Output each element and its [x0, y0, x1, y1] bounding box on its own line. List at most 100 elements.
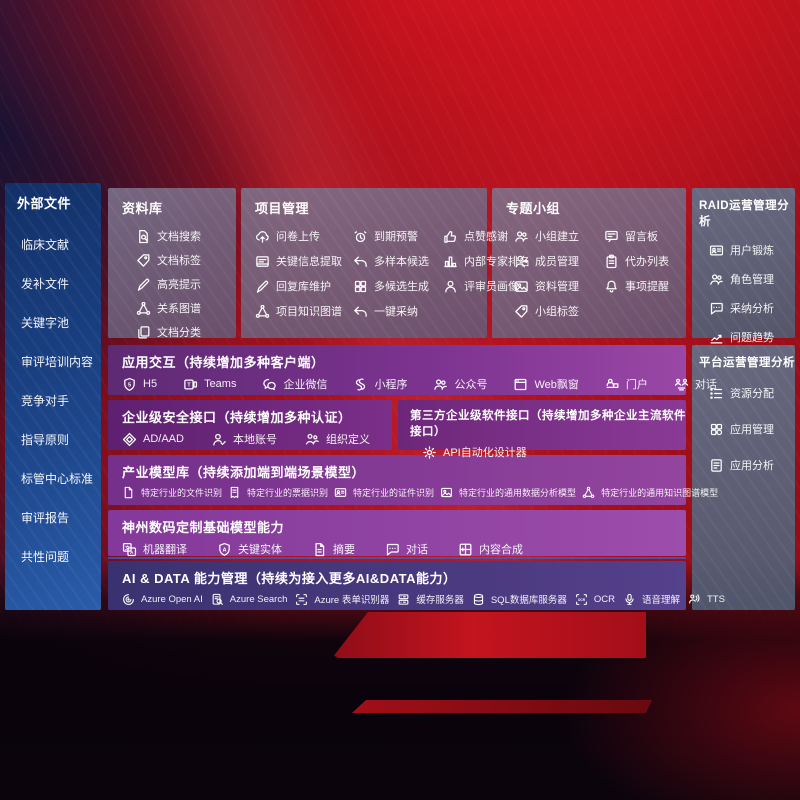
- thumbs-up-icon: [444, 230, 457, 243]
- capability-item[interactable]: 关键信息提取: [255, 253, 351, 269]
- sidebar-item[interactable]: 审评报告: [21, 511, 70, 525]
- capability-item[interactable]: 代办列表: [604, 253, 686, 269]
- capability-item[interactable]: 门户: [605, 376, 648, 392]
- capability-item[interactable]: 组织定义: [305, 431, 370, 447]
- capability-item[interactable]: 特定行业的文件识别: [122, 486, 222, 499]
- capability-item[interactable]: 对话: [385, 541, 428, 557]
- capability-item[interactable]: 到期预警: [353, 228, 441, 244]
- item-label: 机器翻译: [143, 544, 187, 556]
- capability-item[interactable]: API自动化设计器: [422, 444, 527, 460]
- capability-item[interactable]: 评审员画像: [443, 278, 530, 294]
- capability-item[interactable]: TTS: [688, 593, 725, 606]
- external-files-sidebar: 外部文件 临床文献 发补文件 关键字池 审评培训内容 竞争对手 指导原则 标管中心标准 审评报…: [5, 183, 101, 610]
- capability-item[interactable]: 多候选生成: [353, 278, 441, 294]
- capability-item[interactable]: OCR OCR: [575, 593, 615, 606]
- capability-item[interactable]: 对话: [674, 376, 717, 392]
- capability-item[interactable]: 5 H5: [122, 377, 157, 392]
- item-label: API自动化设计器: [443, 447, 527, 459]
- capability-item[interactable]: 小组标签: [514, 303, 602, 319]
- capability-item[interactable]: 小程序: [353, 376, 407, 392]
- item-label: 企业微信: [283, 379, 328, 391]
- capability-item[interactable]: A 关键实体: [217, 541, 282, 557]
- row-title: AI & DATA 能力管理（持续为接入更多AI&DATA能力）: [122, 571, 457, 586]
- capability-item[interactable]: 本地账号: [212, 431, 277, 447]
- capability-item[interactable]: SQL数据库服务器: [472, 592, 567, 606]
- capability-item[interactable]: 文 A 机器翻译: [122, 541, 187, 557]
- docs-icon: [138, 325, 150, 338]
- capability-item[interactable]: Azure Open AI: [122, 593, 203, 606]
- capability-item[interactable]: 采纳分析: [709, 300, 795, 316]
- sidebar-item[interactable]: 竞争对手: [21, 394, 70, 408]
- item-label: 一键采纳: [374, 306, 418, 318]
- sidebar-item-list: 临床文献发补文件关键字池审评培训内容 竞争对手指导原则标管中心标准 审评报告共性问题: [17, 236, 101, 565]
- person-add-icon: [515, 255, 529, 267]
- network-icon: [136, 301, 151, 315]
- capability-item[interactable]: 小组建立: [514, 228, 602, 244]
- capability-item[interactable]: 文档分类: [136, 324, 236, 340]
- capability-item[interactable]: 企业微信: [262, 376, 327, 392]
- capability-item[interactable]: 一键采纳: [353, 303, 441, 319]
- item-label: Web飘窗: [534, 379, 579, 391]
- capability-item[interactable]: 成员管理: [514, 253, 602, 269]
- form-scan-icon: [296, 593, 308, 605]
- capability-item[interactable]: 留言板: [604, 228, 686, 244]
- summary-doc-icon: [315, 542, 325, 556]
- bell-icon: [606, 280, 617, 292]
- capability-item[interactable]: 高亮提示: [136, 276, 236, 292]
- network-icon: [582, 486, 595, 499]
- capability-item[interactable]: 项目知识图谱: [255, 303, 351, 319]
- capability-item[interactable]: Web飘窗: [513, 376, 579, 392]
- capability-item[interactable]: 用户锻炼: [709, 242, 795, 258]
- capability-item[interactable]: 内容合成: [458, 541, 523, 557]
- sidebar-item[interactable]: 关键字池: [21, 316, 70, 330]
- sidebar-item[interactable]: 共性问题: [21, 550, 70, 564]
- item-label: 对话: [406, 544, 428, 556]
- id-card-icon: [334, 488, 347, 497]
- capability-item[interactable]: 特定行业的票据识别: [228, 486, 328, 499]
- capability-item[interactable]: 摘要: [312, 541, 355, 557]
- capability-item[interactable]: 多样本候选: [353, 253, 441, 269]
- capability-item[interactable]: 内部专家排名: [443, 253, 530, 269]
- item-label: 留言板: [625, 231, 658, 243]
- capability-item[interactable]: 文档标签: [136, 252, 236, 268]
- capability-item[interactable]: T Teams: [183, 377, 236, 392]
- item-label: 角色管理: [730, 274, 774, 286]
- capability-item[interactable]: 特定行业的通用数据分析模型: [440, 486, 576, 499]
- sidebar-item[interactable]: 标管中心标准: [21, 472, 94, 486]
- capability-item[interactable]: 文档搜索: [136, 228, 236, 244]
- capability-item[interactable]: 问卷上传: [255, 228, 351, 244]
- sidebar-item[interactable]: 审评培训内容: [21, 355, 94, 369]
- capability-item[interactable]: 点赞感谢: [443, 228, 530, 244]
- capability-item[interactable]: 事项提醒: [604, 278, 686, 294]
- capability-item[interactable]: 特定行业的通用知识图谱模型: [582, 486, 718, 499]
- item-label: 用户锻炼: [730, 245, 774, 257]
- item-label: 关系图谱: [157, 303, 201, 315]
- capability-item[interactable]: 回复库维护: [255, 278, 351, 294]
- item-label: OCR: [593, 593, 615, 605]
- sidebar-item[interactable]: 发补文件: [21, 277, 70, 291]
- security-item-list: AD/AAD 本地账号 组织定义: [122, 431, 392, 447]
- capability-item[interactable]: 关系图谱: [136, 300, 236, 316]
- person-icon: [445, 280, 456, 292]
- capability-item[interactable]: 公众号: [433, 376, 487, 392]
- aidata-item-list: Azure Open AI Azure Search Azure 表单识别器 缓存服务…: [122, 592, 725, 606]
- platform-analysis-panel: 平台运营管理分析 资源分配 应用管理 应用分析: [692, 345, 795, 610]
- capability-item[interactable]: 资源分配: [709, 385, 795, 401]
- item-label: 对话: [694, 379, 717, 391]
- sidebar-item[interactable]: 指导原则: [21, 433, 70, 447]
- capability-item[interactable]: 特定行业的证件识别: [334, 486, 434, 499]
- capability-item[interactable]: AD/AAD: [122, 432, 184, 447]
- capability-item[interactable]: Azure Search: [211, 593, 287, 606]
- platform-item-list: 资源分配应用管理应用分析: [699, 370, 795, 473]
- capability-item[interactable]: 缓存服务器: [397, 592, 464, 606]
- svg-text:A: A: [222, 547, 226, 553]
- capability-item[interactable]: 应用管理: [709, 421, 795, 437]
- capability-item[interactable]: 角色管理: [709, 271, 795, 287]
- capability-item[interactable]: 问题趋势: [709, 329, 795, 345]
- item-label: 资料管理: [535, 281, 579, 293]
- capability-item[interactable]: 资料管理: [514, 278, 602, 294]
- capability-item[interactable]: 语音理解: [623, 592, 680, 606]
- capability-item[interactable]: 应用分析: [709, 457, 795, 473]
- sidebar-item[interactable]: 临床文献: [21, 238, 70, 252]
- capability-item[interactable]: Azure 表单识别器: [295, 592, 389, 606]
